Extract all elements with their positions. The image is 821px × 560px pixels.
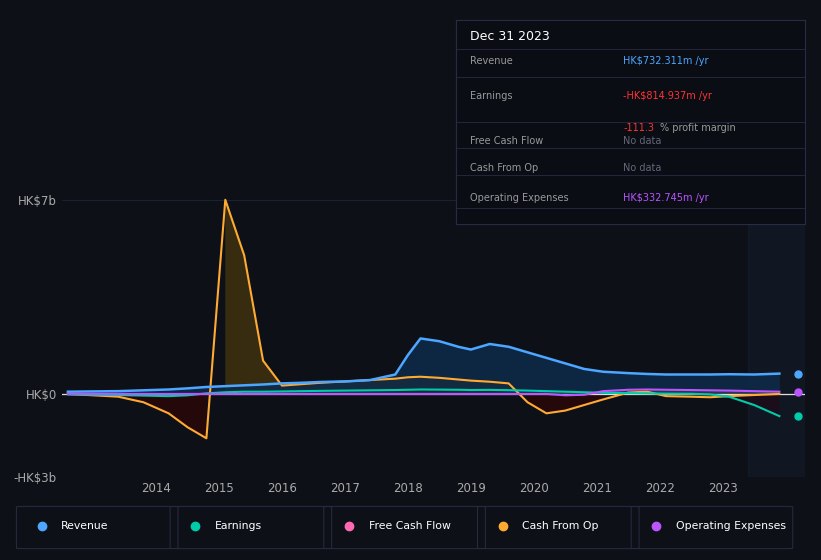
Text: % profit margin: % profit margin bbox=[660, 123, 736, 133]
Text: HK$332.745m /yr: HK$332.745m /yr bbox=[623, 193, 709, 203]
Text: Revenue: Revenue bbox=[62, 521, 109, 531]
Text: No data: No data bbox=[623, 162, 662, 172]
Text: No data: No data bbox=[623, 136, 662, 146]
Bar bbox=[748, 186, 805, 477]
Text: Dec 31 2023: Dec 31 2023 bbox=[470, 30, 549, 43]
Text: Revenue: Revenue bbox=[470, 57, 512, 67]
Text: Free Cash Flow: Free Cash Flow bbox=[470, 136, 543, 146]
Text: Earnings: Earnings bbox=[215, 521, 262, 531]
Text: Operating Expenses: Operating Expenses bbox=[677, 521, 787, 531]
Text: Operating Expenses: Operating Expenses bbox=[470, 193, 568, 203]
Text: HK$732.311m /yr: HK$732.311m /yr bbox=[623, 57, 709, 67]
Text: -HK$814.937m /yr: -HK$814.937m /yr bbox=[623, 91, 712, 101]
Text: Earnings: Earnings bbox=[470, 91, 512, 101]
Text: Cash From Op: Cash From Op bbox=[522, 521, 599, 531]
Text: -111.3: -111.3 bbox=[623, 123, 654, 133]
Text: Cash From Op: Cash From Op bbox=[470, 162, 538, 172]
Text: Free Cash Flow: Free Cash Flow bbox=[369, 521, 451, 531]
